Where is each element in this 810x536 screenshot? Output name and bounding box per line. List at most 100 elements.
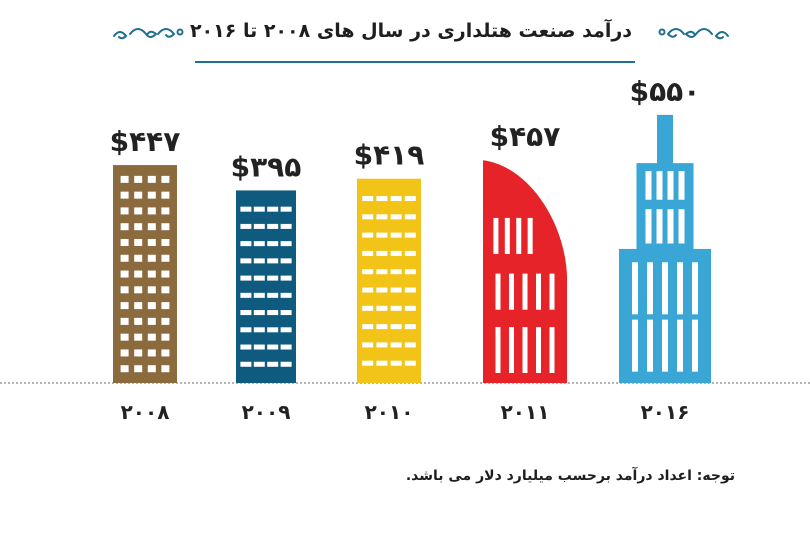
building-window — [134, 238, 143, 246]
building-window — [134, 333, 143, 341]
building-window — [362, 360, 374, 366]
building-window — [662, 319, 668, 372]
building-window — [376, 324, 388, 330]
building-window — [240, 241, 252, 247]
x-tick-label: ۲۰۰۸ — [121, 400, 170, 424]
building-window — [509, 273, 514, 310]
bar-1 — [236, 190, 296, 383]
building-window — [147, 365, 156, 373]
building-window — [280, 292, 292, 298]
building-window — [362, 287, 374, 293]
building-window — [240, 223, 252, 229]
building-window — [253, 327, 265, 333]
building-window — [390, 250, 402, 256]
decorative-swirl-left-icon — [113, 28, 184, 40]
bar-body — [236, 190, 296, 383]
building-window — [390, 342, 402, 348]
building-window — [495, 273, 501, 310]
building-window — [120, 270, 129, 278]
building-window — [280, 361, 292, 367]
building-window — [390, 232, 402, 238]
building-window — [267, 258, 279, 264]
building-window — [161, 223, 170, 231]
building-window — [134, 365, 143, 373]
building-window — [240, 361, 252, 367]
building-window — [677, 319, 683, 372]
building-window — [404, 214, 416, 220]
building-window — [376, 232, 388, 238]
building-window — [390, 305, 402, 311]
building-window — [536, 327, 541, 373]
building-window — [134, 254, 143, 262]
building-window — [504, 217, 510, 255]
building-window — [147, 238, 156, 246]
building-window — [267, 292, 279, 298]
building-window — [161, 254, 170, 262]
building-window — [147, 302, 156, 310]
building-window — [404, 360, 416, 366]
building-window — [120, 333, 129, 341]
building-window — [120, 223, 129, 231]
x-tick-label: ۲۰۰۹ — [242, 400, 291, 424]
building-window — [267, 344, 279, 350]
building-window — [161, 270, 170, 278]
bar-body — [483, 160, 567, 383]
building-window — [362, 232, 374, 238]
building-window — [240, 258, 252, 264]
building-window — [632, 262, 638, 315]
x-tick-label: ۲۰۱۰ — [365, 400, 414, 424]
footnote: توجه: اعداد درآمد برحسب میلیارد دلار می … — [405, 468, 735, 484]
building-window — [404, 250, 416, 256]
building-window — [522, 273, 528, 310]
building-window — [280, 327, 292, 333]
building-window — [240, 344, 252, 350]
building-window — [495, 327, 501, 373]
building-window — [134, 286, 143, 294]
building-window — [120, 238, 129, 246]
building-window — [645, 209, 652, 244]
bar-spire — [657, 114, 673, 165]
building-window — [390, 324, 402, 330]
bar-0 — [113, 165, 177, 383]
building-window — [390, 196, 402, 202]
building-window — [404, 342, 416, 348]
building-window — [147, 223, 156, 231]
building-window — [404, 305, 416, 311]
bar-4 — [619, 114, 711, 383]
building-window — [134, 223, 143, 231]
building-window — [240, 292, 252, 298]
building-window — [253, 275, 265, 281]
building-window — [267, 275, 279, 281]
building-window — [404, 287, 416, 293]
building-window — [253, 361, 265, 367]
building-window — [253, 206, 265, 212]
building-window — [120, 254, 129, 262]
building-window — [362, 214, 374, 220]
building-window — [656, 171, 663, 200]
data-label: $۴۱۹ — [354, 139, 425, 172]
building-window — [404, 196, 416, 202]
building-window — [376, 342, 388, 348]
building-window — [240, 206, 252, 212]
building-window — [240, 310, 252, 316]
building-window — [120, 175, 129, 183]
building-window — [161, 317, 170, 325]
building-window — [390, 269, 402, 275]
building-window — [362, 324, 374, 330]
building-window — [134, 191, 143, 199]
building-window — [147, 175, 156, 183]
building-window — [390, 287, 402, 293]
building-window — [280, 241, 292, 247]
data-label: $۵۵۰ — [630, 75, 701, 108]
building-window — [161, 333, 170, 341]
building-window — [147, 254, 156, 262]
building-window — [253, 223, 265, 229]
bar-2 — [357, 178, 421, 383]
decorative-swirl-right-icon — [658, 28, 729, 40]
building-window — [161, 349, 170, 357]
building-window — [267, 223, 279, 229]
building-window — [280, 206, 292, 212]
building-window — [120, 349, 129, 357]
building-window — [240, 275, 252, 281]
